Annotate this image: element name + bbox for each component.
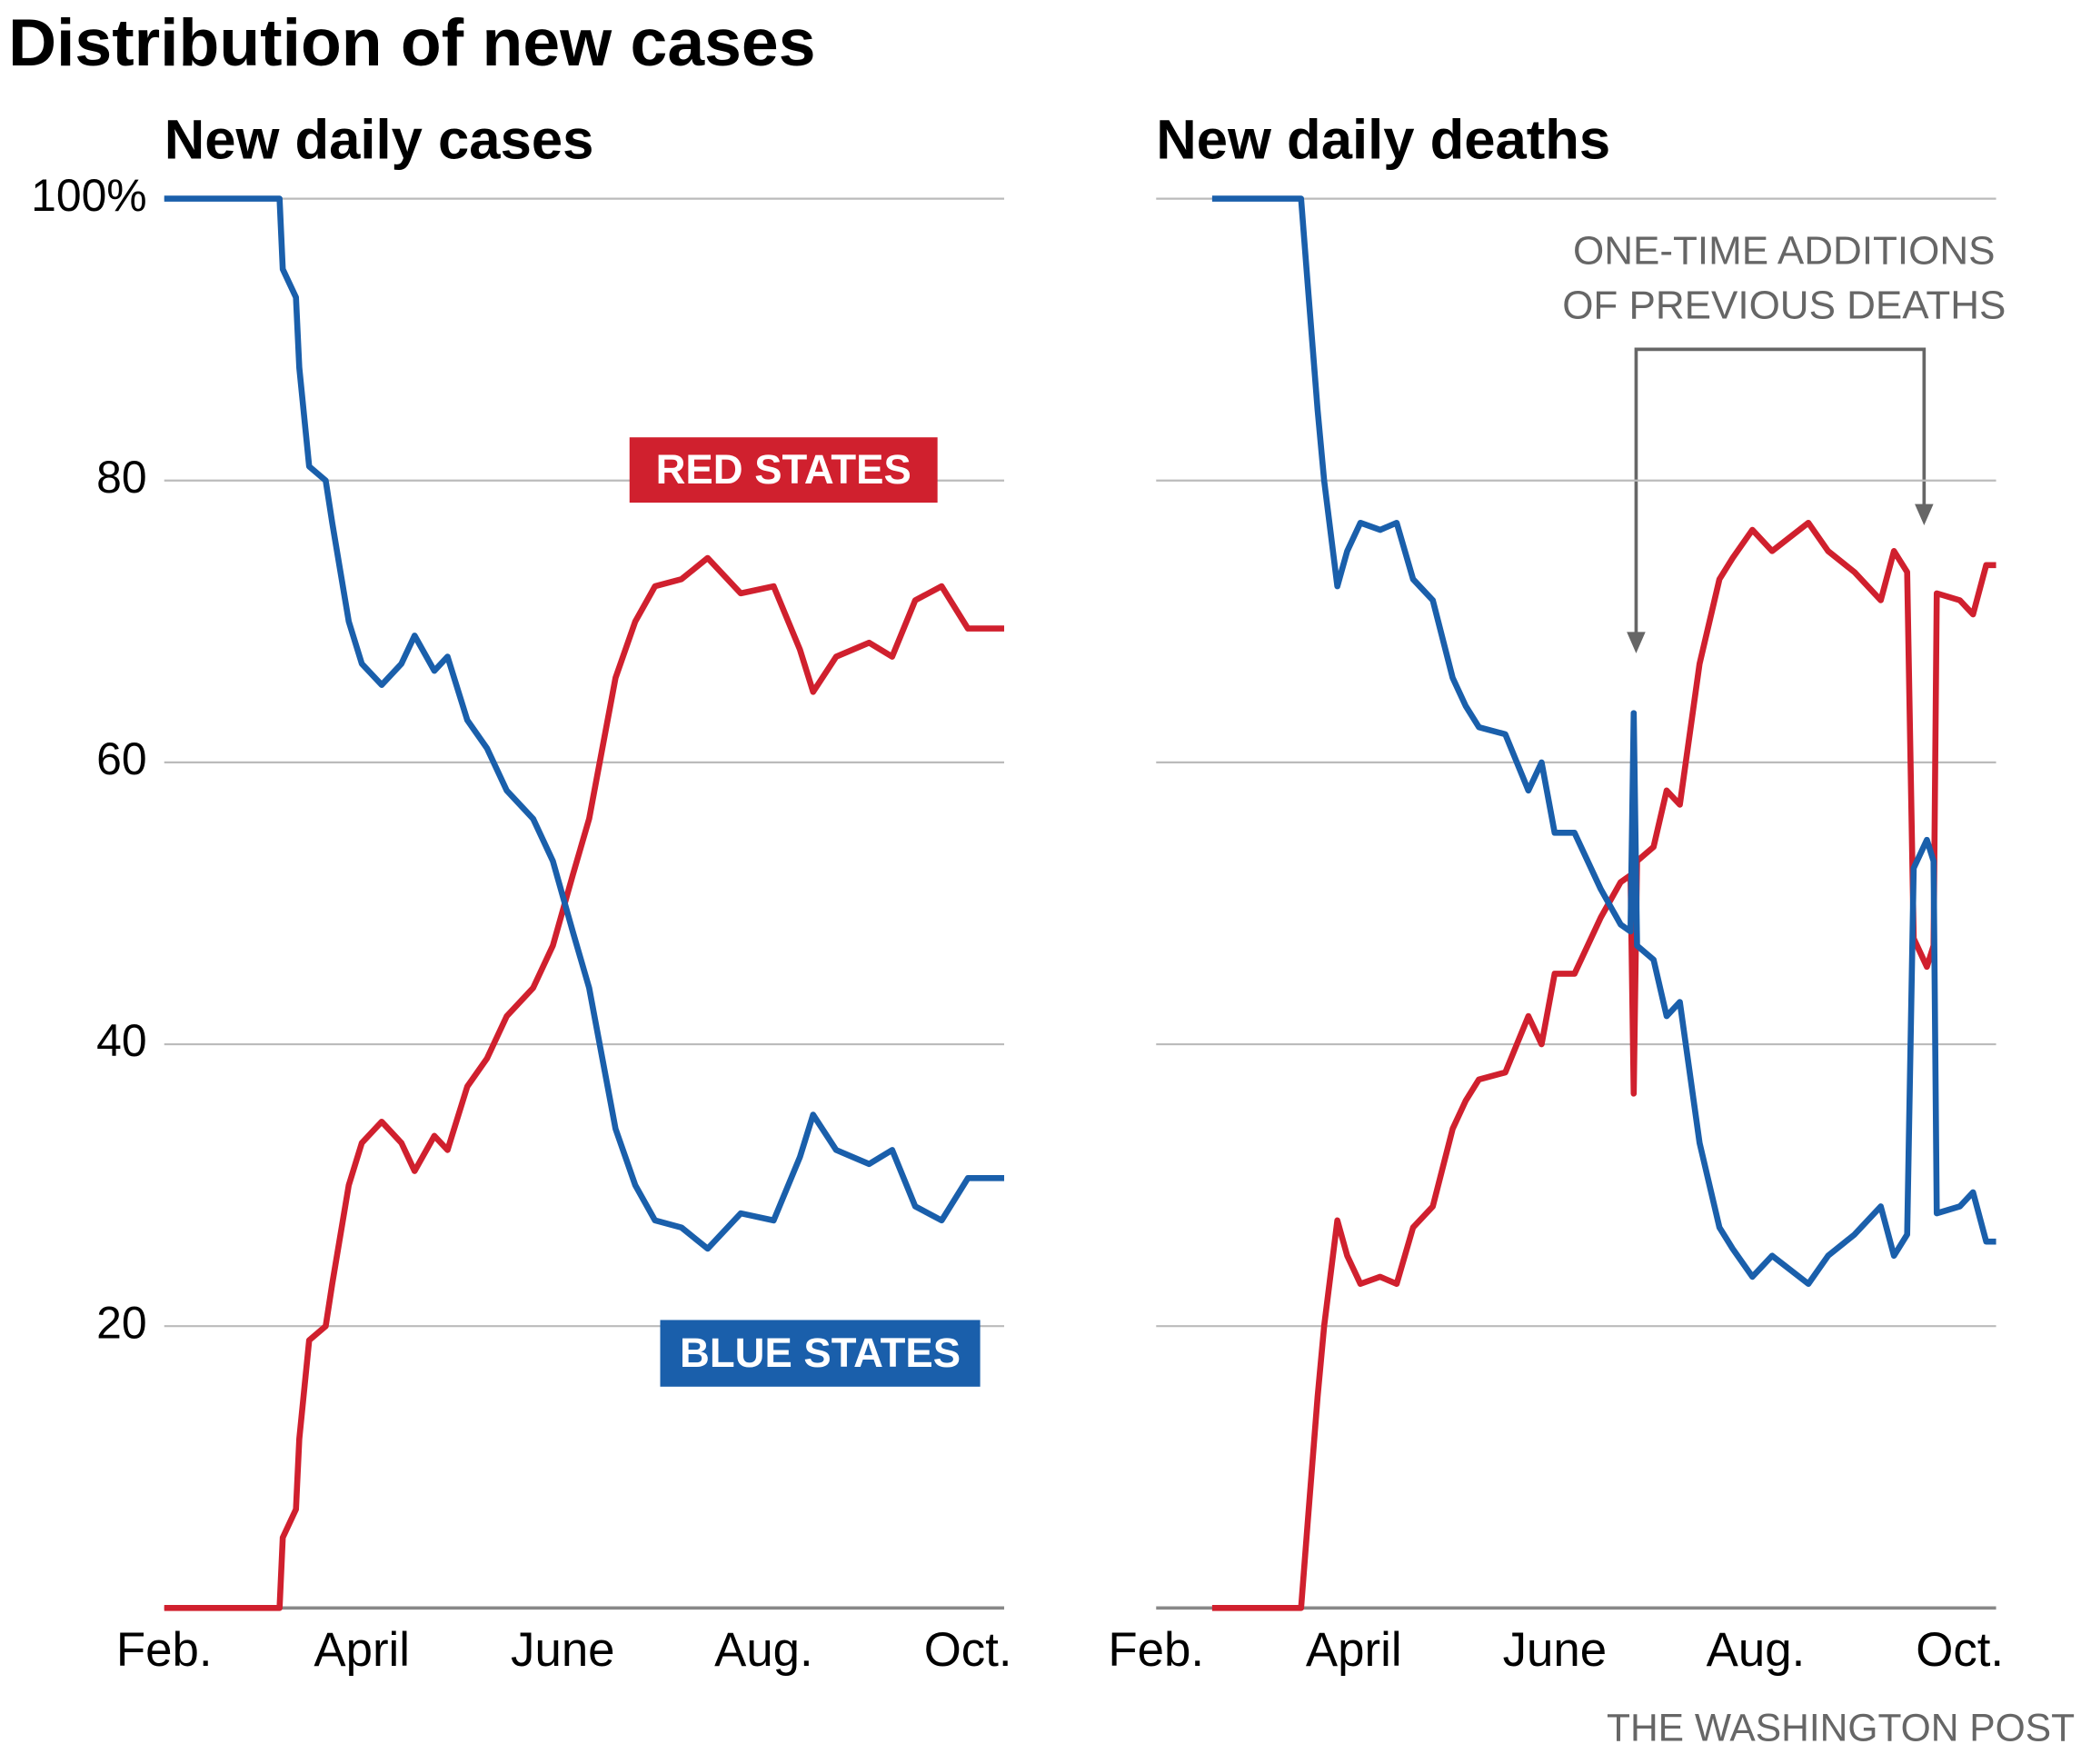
x-tick-label: June <box>1503 1623 1608 1677</box>
arrow-line <box>1634 347 1927 646</box>
annotation-arrows <box>1634 347 1927 646</box>
x-tick-label: Aug. <box>1707 1623 1806 1677</box>
y-tick-label: 100% <box>31 170 147 221</box>
y-tick-label: 20 <box>96 1297 146 1348</box>
x-tick-label: Oct. <box>1916 1623 2004 1677</box>
series-line <box>164 554 1005 1611</box>
source: THE WASHINGTON POST <box>1607 1707 2075 1750</box>
y-tick-label: 80 <box>96 452 146 503</box>
x-tick-label: Feb. <box>1108 1623 1204 1677</box>
annotation: OF PREVIOUS DEATHS <box>1562 284 2006 328</box>
y-tick-label: 40 <box>96 1015 146 1066</box>
legend-box <box>660 1320 981 1387</box>
legend-box <box>629 437 938 503</box>
annotation: ONE-TIME ADDITIONS <box>1573 228 1995 273</box>
x-tick-label: June <box>511 1623 615 1677</box>
x-tick-label: April <box>1306 1623 1402 1677</box>
subplot-title: New daily deaths <box>1156 109 1610 172</box>
series-line <box>1211 195 1996 1287</box>
x-tick-label: April <box>314 1623 410 1677</box>
x-tick-label: Oct. <box>924 1623 1012 1677</box>
y-tick-label: 60 <box>96 733 146 784</box>
x-tick-label: Feb. <box>116 1623 213 1677</box>
series-line <box>164 195 1005 1252</box>
legend-label: BLUE STATES <box>680 1330 961 1376</box>
chart-title: Distribution of new cases <box>8 5 815 80</box>
x-tick-label: Aug. <box>714 1623 813 1677</box>
series-line <box>1211 519 1996 1611</box>
legend-label: RED STATES <box>656 446 911 493</box>
subplot-title: New daily cases <box>164 109 594 172</box>
